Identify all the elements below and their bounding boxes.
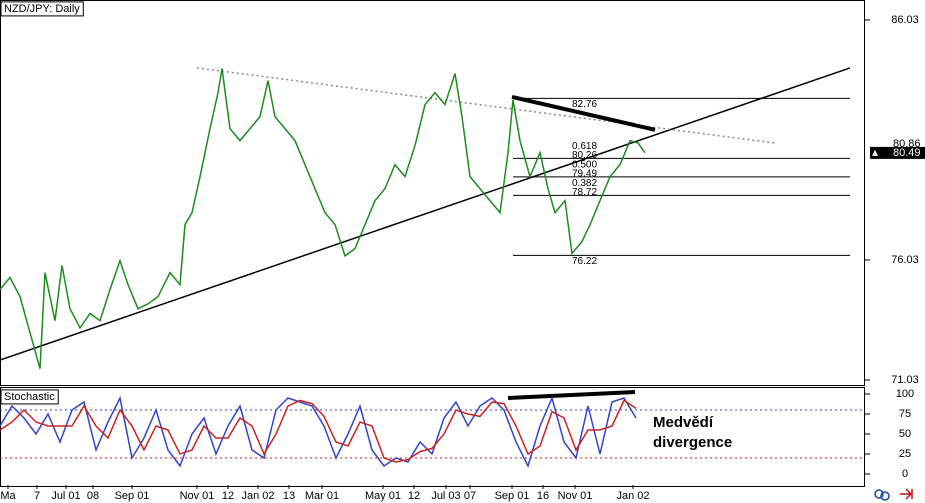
x-tick-label: 7: [34, 490, 40, 502]
y-tick-label: 86.03: [891, 14, 919, 26]
fib-ratio: 0.618: [572, 141, 597, 152]
icon[interactable]: [900, 488, 913, 500]
fib-price: 76.22: [572, 256, 597, 267]
price-panel: [0, 0, 865, 386]
price-line: [0, 68, 646, 369]
fib-price: 78.72: [572, 187, 597, 198]
icon[interactable]: [874, 489, 884, 499]
x-tick-label: Nov 01: [558, 490, 593, 502]
y-tick-label: 75: [899, 408, 911, 420]
x-tick-label: 08: [87, 490, 99, 502]
trend-line: [511, 95, 656, 132]
fib-ratio: 0.382: [572, 178, 597, 189]
y-tick-label: 0: [902, 468, 908, 480]
y-tick-label: 25: [899, 448, 911, 460]
trend-line: [507, 390, 636, 400]
x-tick-label: Sep 01: [495, 490, 530, 502]
annotation: divergence: [653, 434, 732, 451]
fib-price: 80.26: [572, 150, 597, 161]
title-box: [0, 389, 59, 405]
x-tick-label: Ma: [0, 490, 16, 502]
annotation: Medvědí: [653, 414, 714, 431]
fib-ratio: 0.500: [572, 160, 597, 171]
title-box: [0, 1, 84, 17]
x-tick-label: Jul 01: [51, 490, 80, 502]
x-tick-label: May 01: [365, 490, 401, 502]
price-tag: 80.49: [893, 147, 921, 159]
x-tick-label: 16: [537, 490, 549, 502]
x-tick-label: 07: [464, 490, 476, 502]
y-tick-label: 76.03: [891, 254, 919, 266]
x-tick-label: 13: [283, 490, 295, 502]
x-tick-label: 12: [222, 490, 234, 502]
x-tick-label: Jul 03: [431, 490, 460, 502]
toolbar-icons: [874, 488, 913, 501]
price-tag-arrow: [872, 149, 878, 156]
price-tag-box: [870, 146, 925, 159]
trend-line: [0, 67, 851, 361]
y-tick-label: 71.03: [891, 374, 919, 386]
y-tick-label: 50: [899, 428, 911, 440]
x-tick-label: Mar 01: [305, 490, 339, 502]
y-tick-label: 100: [896, 388, 914, 400]
x-tick-label: Jan 02: [241, 490, 274, 502]
stochastic-panel: [0, 387, 865, 487]
icon[interactable]: [880, 491, 890, 501]
stochastic-line: [0, 395, 637, 469]
panel-title: NZD/JPY: Daily: [4, 3, 80, 15]
fib-price: 79.49: [572, 169, 597, 180]
x-tick-label: 12: [408, 490, 420, 502]
trend-line: [196, 67, 776, 144]
stochastic-line: [0, 399, 637, 463]
panel-title: Stochastic: [4, 391, 55, 403]
x-tick-label: Nov 01: [180, 490, 215, 502]
fib-price: 82.76: [572, 99, 597, 110]
x-tick-label: Sep 01: [115, 490, 150, 502]
x-tick-label: Jan 02: [616, 490, 649, 502]
